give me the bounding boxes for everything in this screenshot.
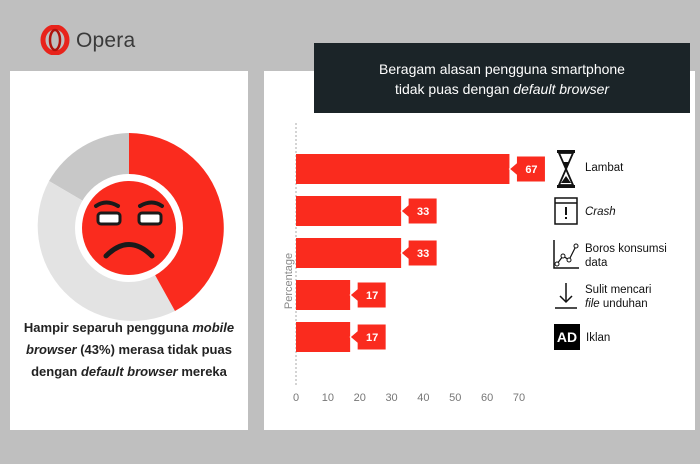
x-tick-50: 50 [449, 392, 461, 404]
download-arrow-icon [555, 283, 577, 309]
legend-label-crash: Crash [585, 206, 616, 218]
hourglass-icon [557, 150, 575, 188]
value-label-5: 17 [366, 332, 378, 344]
value-label-4: 17 [366, 290, 378, 302]
value-tag-1 [508, 155, 546, 183]
y-axis-label: Percentage [283, 253, 295, 309]
legend-label-lambat: Lambat [585, 162, 624, 174]
donut-chart [34, 133, 224, 328]
bar-3 [296, 238, 402, 268]
value-label-2: 33 [417, 206, 429, 218]
brand-name: Opera [76, 29, 136, 52]
ad-badge-icon: AD [554, 324, 580, 350]
chart-title: Beragam alasan pengguna smartphone tidak… [314, 43, 690, 113]
x-tick-60: 60 [481, 392, 493, 404]
opera-o-icon [40, 25, 70, 55]
bar-4 [296, 280, 351, 310]
value-tag-4 [349, 281, 387, 309]
x-tick-70: 70 [513, 392, 525, 404]
value-tag-5 [349, 323, 387, 351]
value-tag-3 [400, 239, 438, 267]
line-chart-icon [553, 240, 579, 269]
x-tick-40: 40 [417, 392, 429, 404]
sad-face-icon [82, 181, 176, 275]
x-tick-0: 0 [293, 392, 299, 404]
legend-label-iklan: Iklan [586, 332, 611, 344]
value-tag-2 [400, 197, 438, 225]
bar-2 [296, 196, 402, 226]
value-label-1: 67 [525, 164, 537, 176]
legend-label-sulit: Sulit mencari file unduhan [585, 284, 652, 310]
bar-chart: Percentage 67 33 33 17 17 0 10 20 30 40 50 60 70 [283, 123, 546, 404]
crash-window-icon [554, 197, 578, 225]
value-label-3: 33 [417, 248, 429, 260]
bar-1 [296, 154, 510, 184]
x-tick-10: 10 [322, 392, 334, 404]
legend-label-boros: Boros konsumsi data [585, 243, 667, 269]
bar-5 [296, 322, 351, 352]
left-panel: Hampir separuh pengguna mobile browser (… [10, 71, 248, 430]
donut-caption: Hampir separuh pengguna mobile browser (… [23, 320, 235, 379]
x-tick-20: 20 [354, 392, 366, 404]
x-tick-30: 30 [385, 392, 397, 404]
